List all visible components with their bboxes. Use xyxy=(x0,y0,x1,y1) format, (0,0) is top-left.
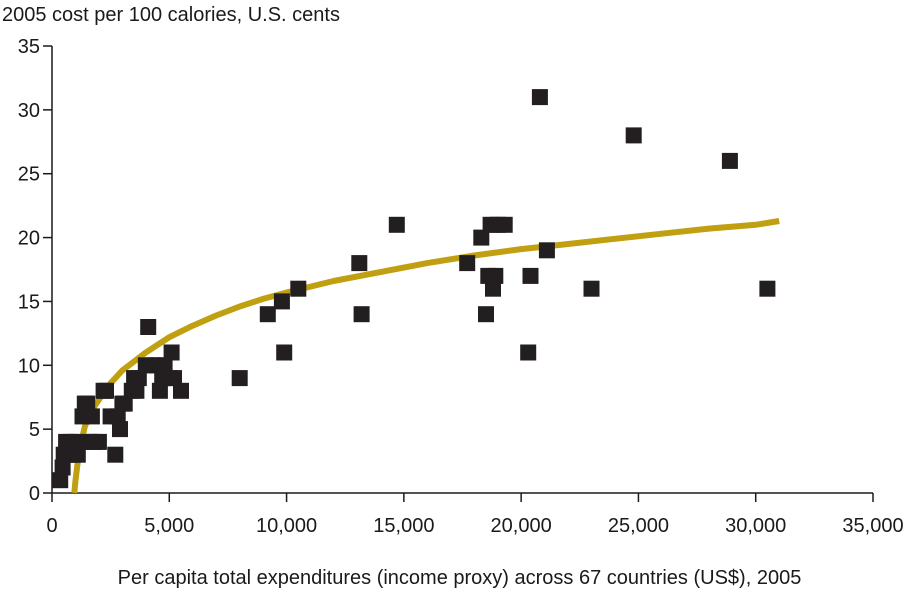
data-point xyxy=(166,370,182,387)
data-point xyxy=(625,127,642,144)
data-point xyxy=(496,216,513,233)
data-point xyxy=(156,357,173,374)
data-point xyxy=(112,421,128,438)
data-point xyxy=(473,229,490,246)
x-tick-label: 10,000 xyxy=(256,515,317,537)
data-point xyxy=(459,255,476,272)
data-point xyxy=(520,344,537,361)
axes: 0 5 10 15 20 25 30 35 0 5,000 10,000 15,000 20,000 25… xyxy=(18,36,904,537)
data-point xyxy=(116,395,133,412)
data-point xyxy=(351,255,368,272)
y-tick-label: 30 xyxy=(18,100,40,122)
points-group xyxy=(52,89,776,489)
data-point xyxy=(485,280,501,297)
data-point xyxy=(79,395,96,412)
x-tick-label: 5,000 xyxy=(144,515,194,537)
data-point xyxy=(140,319,157,335)
data-point xyxy=(538,242,555,259)
data-point xyxy=(151,382,168,399)
data-point xyxy=(163,344,180,361)
data-point xyxy=(107,446,124,463)
data-point xyxy=(173,382,189,399)
x-axis-title: Per capita total expenditures (income pr… xyxy=(117,567,802,589)
data-point xyxy=(52,472,69,489)
x-tick-label: 0 xyxy=(46,515,57,537)
data-point xyxy=(276,344,293,361)
y-tick-label: 15 xyxy=(18,291,40,313)
y-tick-label: 5 xyxy=(29,419,40,441)
trend-line-group xyxy=(71,218,780,494)
data-point xyxy=(98,382,114,399)
y-axis-title: 2005 cost per 100 calories, U.S. cents xyxy=(2,4,340,26)
data-point xyxy=(90,433,107,450)
data-point xyxy=(130,370,147,387)
data-point xyxy=(83,408,100,425)
data-point xyxy=(522,267,539,284)
x-tick-label: 30,000 xyxy=(725,515,786,537)
x-tick-label: 15,000 xyxy=(373,515,434,537)
x-tick-label: 35,000 xyxy=(842,515,903,537)
data-point xyxy=(54,459,71,476)
data-point xyxy=(759,280,776,297)
data-point xyxy=(388,216,405,233)
data-point xyxy=(128,382,145,399)
data-point xyxy=(259,306,276,323)
data-point xyxy=(721,152,738,169)
y-tick-label: 25 xyxy=(18,164,40,186)
data-point xyxy=(273,293,290,310)
y-tick-label: 10 xyxy=(18,355,40,377)
data-point xyxy=(478,306,494,323)
data-point xyxy=(583,280,600,297)
y-tick-label: 35 xyxy=(18,36,40,58)
data-point xyxy=(109,408,126,425)
data-point xyxy=(531,89,548,106)
y-tick-label: 0 xyxy=(29,483,40,505)
data-point xyxy=(290,280,307,297)
x-tick-label: 20,000 xyxy=(491,515,552,537)
data-point xyxy=(487,267,504,284)
data-point xyxy=(353,306,370,323)
trend-line xyxy=(71,218,780,494)
y-tick-label: 20 xyxy=(18,228,40,250)
data-point xyxy=(231,370,248,387)
data-point xyxy=(69,446,86,463)
x-tick-label: 25,000 xyxy=(608,515,669,537)
data-point xyxy=(67,433,84,450)
